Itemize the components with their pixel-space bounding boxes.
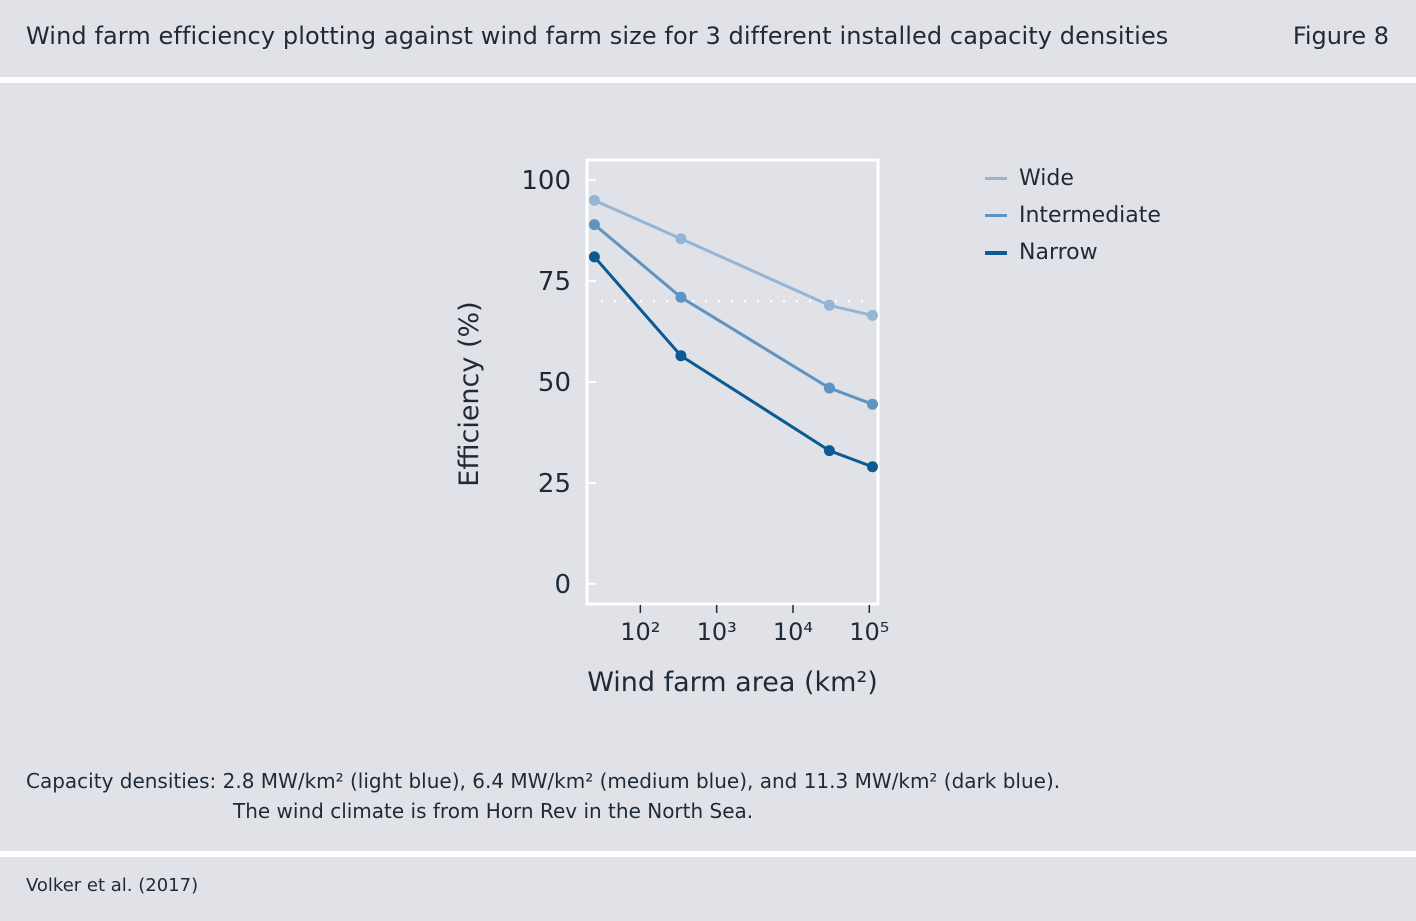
- data-point-wide: [866, 309, 878, 321]
- source-citation: Volker et al. (2017): [26, 875, 199, 896]
- plot-frame: [585, 158, 880, 606]
- data-point-intermediate: [823, 382, 835, 394]
- data-point-narrow: [588, 251, 600, 263]
- y-tick-label: 75: [538, 267, 571, 297]
- y-tick-label: 25: [538, 469, 571, 499]
- y-tick-label: 100: [521, 166, 571, 196]
- x-axis-label: Wind farm area (km²): [587, 667, 878, 698]
- data-point-intermediate: [866, 398, 878, 410]
- figure-title: Wind farm efficiency plotting against wi…: [26, 22, 1169, 50]
- figure-number: Figure 8: [1292, 22, 1389, 50]
- legend-item-wide: Wide: [985, 160, 1161, 197]
- legend-swatch: [985, 250, 1007, 255]
- legend-label: Narrow: [1019, 240, 1098, 265]
- data-point-wide: [675, 233, 687, 245]
- header-bar: Wind farm efficiency plotting against wi…: [0, 0, 1416, 77]
- chart-legend: Wide Intermediate Narrow: [985, 160, 1161, 271]
- legend-label: Intermediate: [1019, 203, 1161, 228]
- data-point-narrow: [675, 350, 687, 362]
- data-point-intermediate: [675, 291, 687, 303]
- caption-line-1: Capacity densities: 2.8 MW/km² (light bl…: [26, 769, 1061, 793]
- y-axis-label: Efficiency (%): [454, 301, 485, 486]
- data-point-narrow: [866, 461, 878, 473]
- x-tick-label: 10³: [697, 618, 737, 646]
- data-point-narrow: [823, 445, 835, 457]
- bottom-divider: [0, 851, 1416, 857]
- legend-label: Wide: [1019, 166, 1074, 191]
- series-line-intermediate: [593, 223, 873, 406]
- legend-item-narrow: Narrow: [985, 234, 1161, 271]
- data-point-intermediate: [588, 219, 600, 231]
- x-tick-label: 10⁵: [849, 618, 889, 646]
- y-tick-label: 0: [554, 570, 571, 600]
- caption-line-2: The wind climate is from Horn Rev in the…: [233, 799, 754, 823]
- y-tick-label: 50: [538, 368, 571, 398]
- legend-swatch: [985, 177, 1007, 180]
- efficiency-chart: 0 25 50 75 100 10² 10³ 10⁴ 10⁵ Wind farm area (km…: [454, 158, 889, 698]
- x-tick-label: 10²: [620, 618, 660, 646]
- x-tick-label: 10⁴: [773, 618, 813, 646]
- legend-swatch: [985, 214, 1007, 217]
- data-point-wide: [588, 194, 600, 206]
- series-line-wide: [593, 198, 873, 317]
- legend-item-intermediate: Intermediate: [985, 197, 1161, 234]
- series-line-narrow: [593, 255, 873, 469]
- data-point-wide: [823, 299, 835, 311]
- figure-caption: Capacity densities: 2.8 MW/km² (light bl…: [26, 766, 1060, 826]
- top-divider: [0, 77, 1416, 83]
